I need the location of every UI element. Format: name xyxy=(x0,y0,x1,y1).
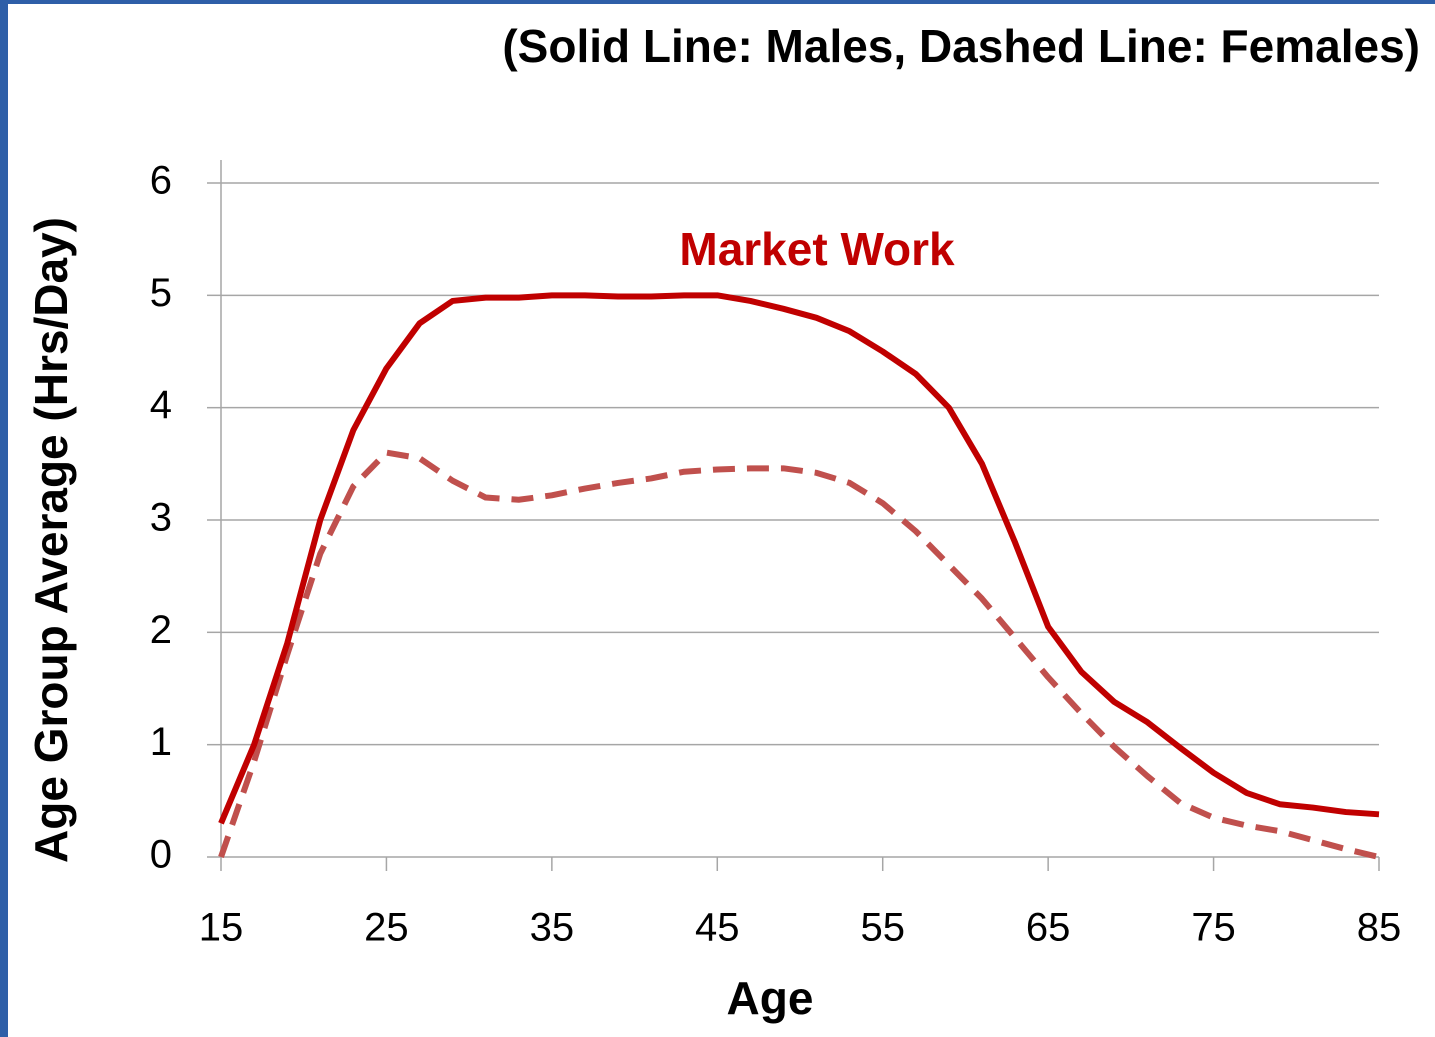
y-axis-label: Age Group Average (Hrs/Day) xyxy=(25,217,77,863)
y-tick-label: 2 xyxy=(150,608,172,652)
series-line xyxy=(218,449,1380,860)
x-tick-label: 35 xyxy=(530,906,575,950)
y-tick-label: 3 xyxy=(150,496,172,540)
x-tick-label: 55 xyxy=(860,906,905,950)
frame-top xyxy=(0,0,1435,4)
series-line xyxy=(218,292,1380,825)
y-tick-label: 0 xyxy=(150,833,172,877)
x-tick-label: 75 xyxy=(1191,906,1236,950)
x-tick-label: 25 xyxy=(364,906,409,950)
annotation: Market Work xyxy=(679,223,955,275)
y-tick-label: 4 xyxy=(150,383,172,427)
y-tick-label: 5 xyxy=(150,271,172,315)
x-tick-label: 65 xyxy=(1026,906,1071,950)
y-tick-label: 1 xyxy=(150,720,172,764)
x-tick-label: 45 xyxy=(695,906,740,950)
frame-left xyxy=(0,0,8,1037)
x-tick-label: 85 xyxy=(1357,906,1402,950)
y-tick-label: 6 xyxy=(150,159,172,203)
x-tick-label: 15 xyxy=(199,906,244,950)
chart-title: (Solid Line: Males, Dashed Line: Females… xyxy=(502,20,1420,72)
x-axis-label: Age xyxy=(727,972,814,1024)
